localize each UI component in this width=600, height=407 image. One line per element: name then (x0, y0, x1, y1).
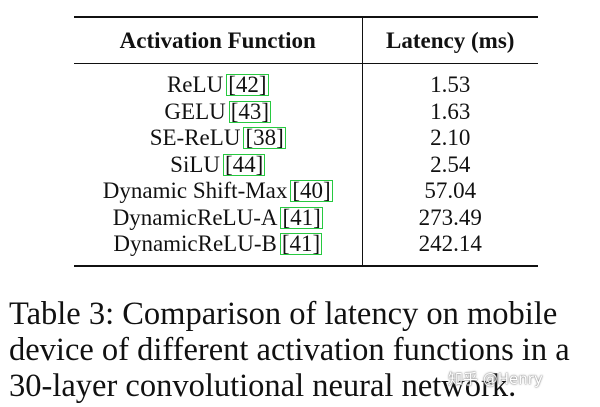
latency-cell: 2.54 (430, 151, 471, 177)
latency-cell: 273.49 (418, 204, 482, 230)
activation-name: ReLU (166, 72, 224, 98)
activation-name: GELU (164, 98, 226, 124)
latency-table-container: Activation Function Latency (ms) ReLU [42… (74, 16, 538, 267)
latency-cell: 242.14 (418, 231, 482, 257)
latency-table: Activation Function Latency (ms) ReLU [42… (74, 16, 538, 267)
citation-link[interactable]: [40] (290, 178, 333, 204)
activation-cell: GELU [43] (74, 98, 363, 125)
activation-cell: SiLU [44] (74, 151, 363, 178)
activation-cell: ReLU [42] (74, 63, 363, 99)
table-row: SiLU [44] 2.54 (74, 151, 538, 178)
citation-link[interactable]: [43] (228, 98, 272, 124)
header-latency: Latency (ms) (386, 27, 515, 53)
table-header: Activation Function Latency (ms) (74, 17, 538, 64)
caption-line: device of different activation functions… (9, 332, 570, 368)
header-activation-function: Activation Function (74, 17, 363, 64)
table-row: DynamicReLU-A [41] 273.49 (74, 204, 538, 231)
citation-link[interactable]: [38] (243, 125, 286, 151)
table-body: ReLU [42] 1.53 GELU [43] 1.63 SE-ReLU [38] … (74, 63, 538, 266)
activation-cell: DynamicReLU-B [41] (74, 231, 363, 266)
header-row: Activation Function Latency (ms) (74, 17, 538, 64)
table-caption: Table 3: Comparison of latency on mobile… (9, 296, 599, 404)
latency-cell: 1.53 (430, 72, 471, 98)
caption-line: 30-layer convolutional neural network. (9, 368, 517, 404)
latency-cell: 57.04 (424, 178, 477, 204)
table-row: SE-ReLU [38] 2.10 (74, 125, 538, 152)
activation-cell: DynamicReLU-A [41] (74, 204, 363, 231)
activation-name: DynamicReLU-A (112, 204, 278, 230)
activation-name: DynamicReLU-B (113, 231, 277, 257)
activation-name: SiLU (170, 151, 220, 177)
citation-link[interactable]: [44] (223, 151, 266, 177)
latency-cell: 1.63 (430, 98, 471, 124)
citation-link[interactable]: [41] (279, 231, 323, 257)
activation-cell: SE-ReLU [38] (74, 125, 363, 152)
citation-link[interactable]: [41] (280, 204, 323, 230)
activation-cell: Dynamic Shift-Max [40] (74, 178, 363, 205)
table-row: GELU [43] 1.63 (74, 98, 538, 125)
citation-link[interactable]: [42] (226, 72, 269, 98)
caption-line: Table 3: Comparison of latency on mobile (9, 296, 558, 332)
table-row: Dynamic Shift-Max [40] 57.04 (74, 178, 538, 205)
table-row: DynamicReLU-B [41] 242.14 (74, 231, 538, 266)
activation-name: Dynamic Shift-Max (102, 178, 288, 204)
table-row: ReLU [42] 1.53 (74, 63, 538, 99)
watermark: 知乎 @Henry (448, 370, 543, 388)
activation-name: SE-ReLU (149, 125, 241, 151)
latency-cell: 2.10 (430, 125, 471, 151)
